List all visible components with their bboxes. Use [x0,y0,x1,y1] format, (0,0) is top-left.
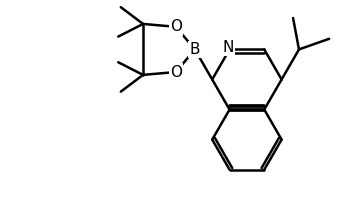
Text: O: O [170,19,182,34]
Text: B: B [190,42,200,57]
Text: O: O [170,65,182,80]
Text: N: N [222,40,234,55]
